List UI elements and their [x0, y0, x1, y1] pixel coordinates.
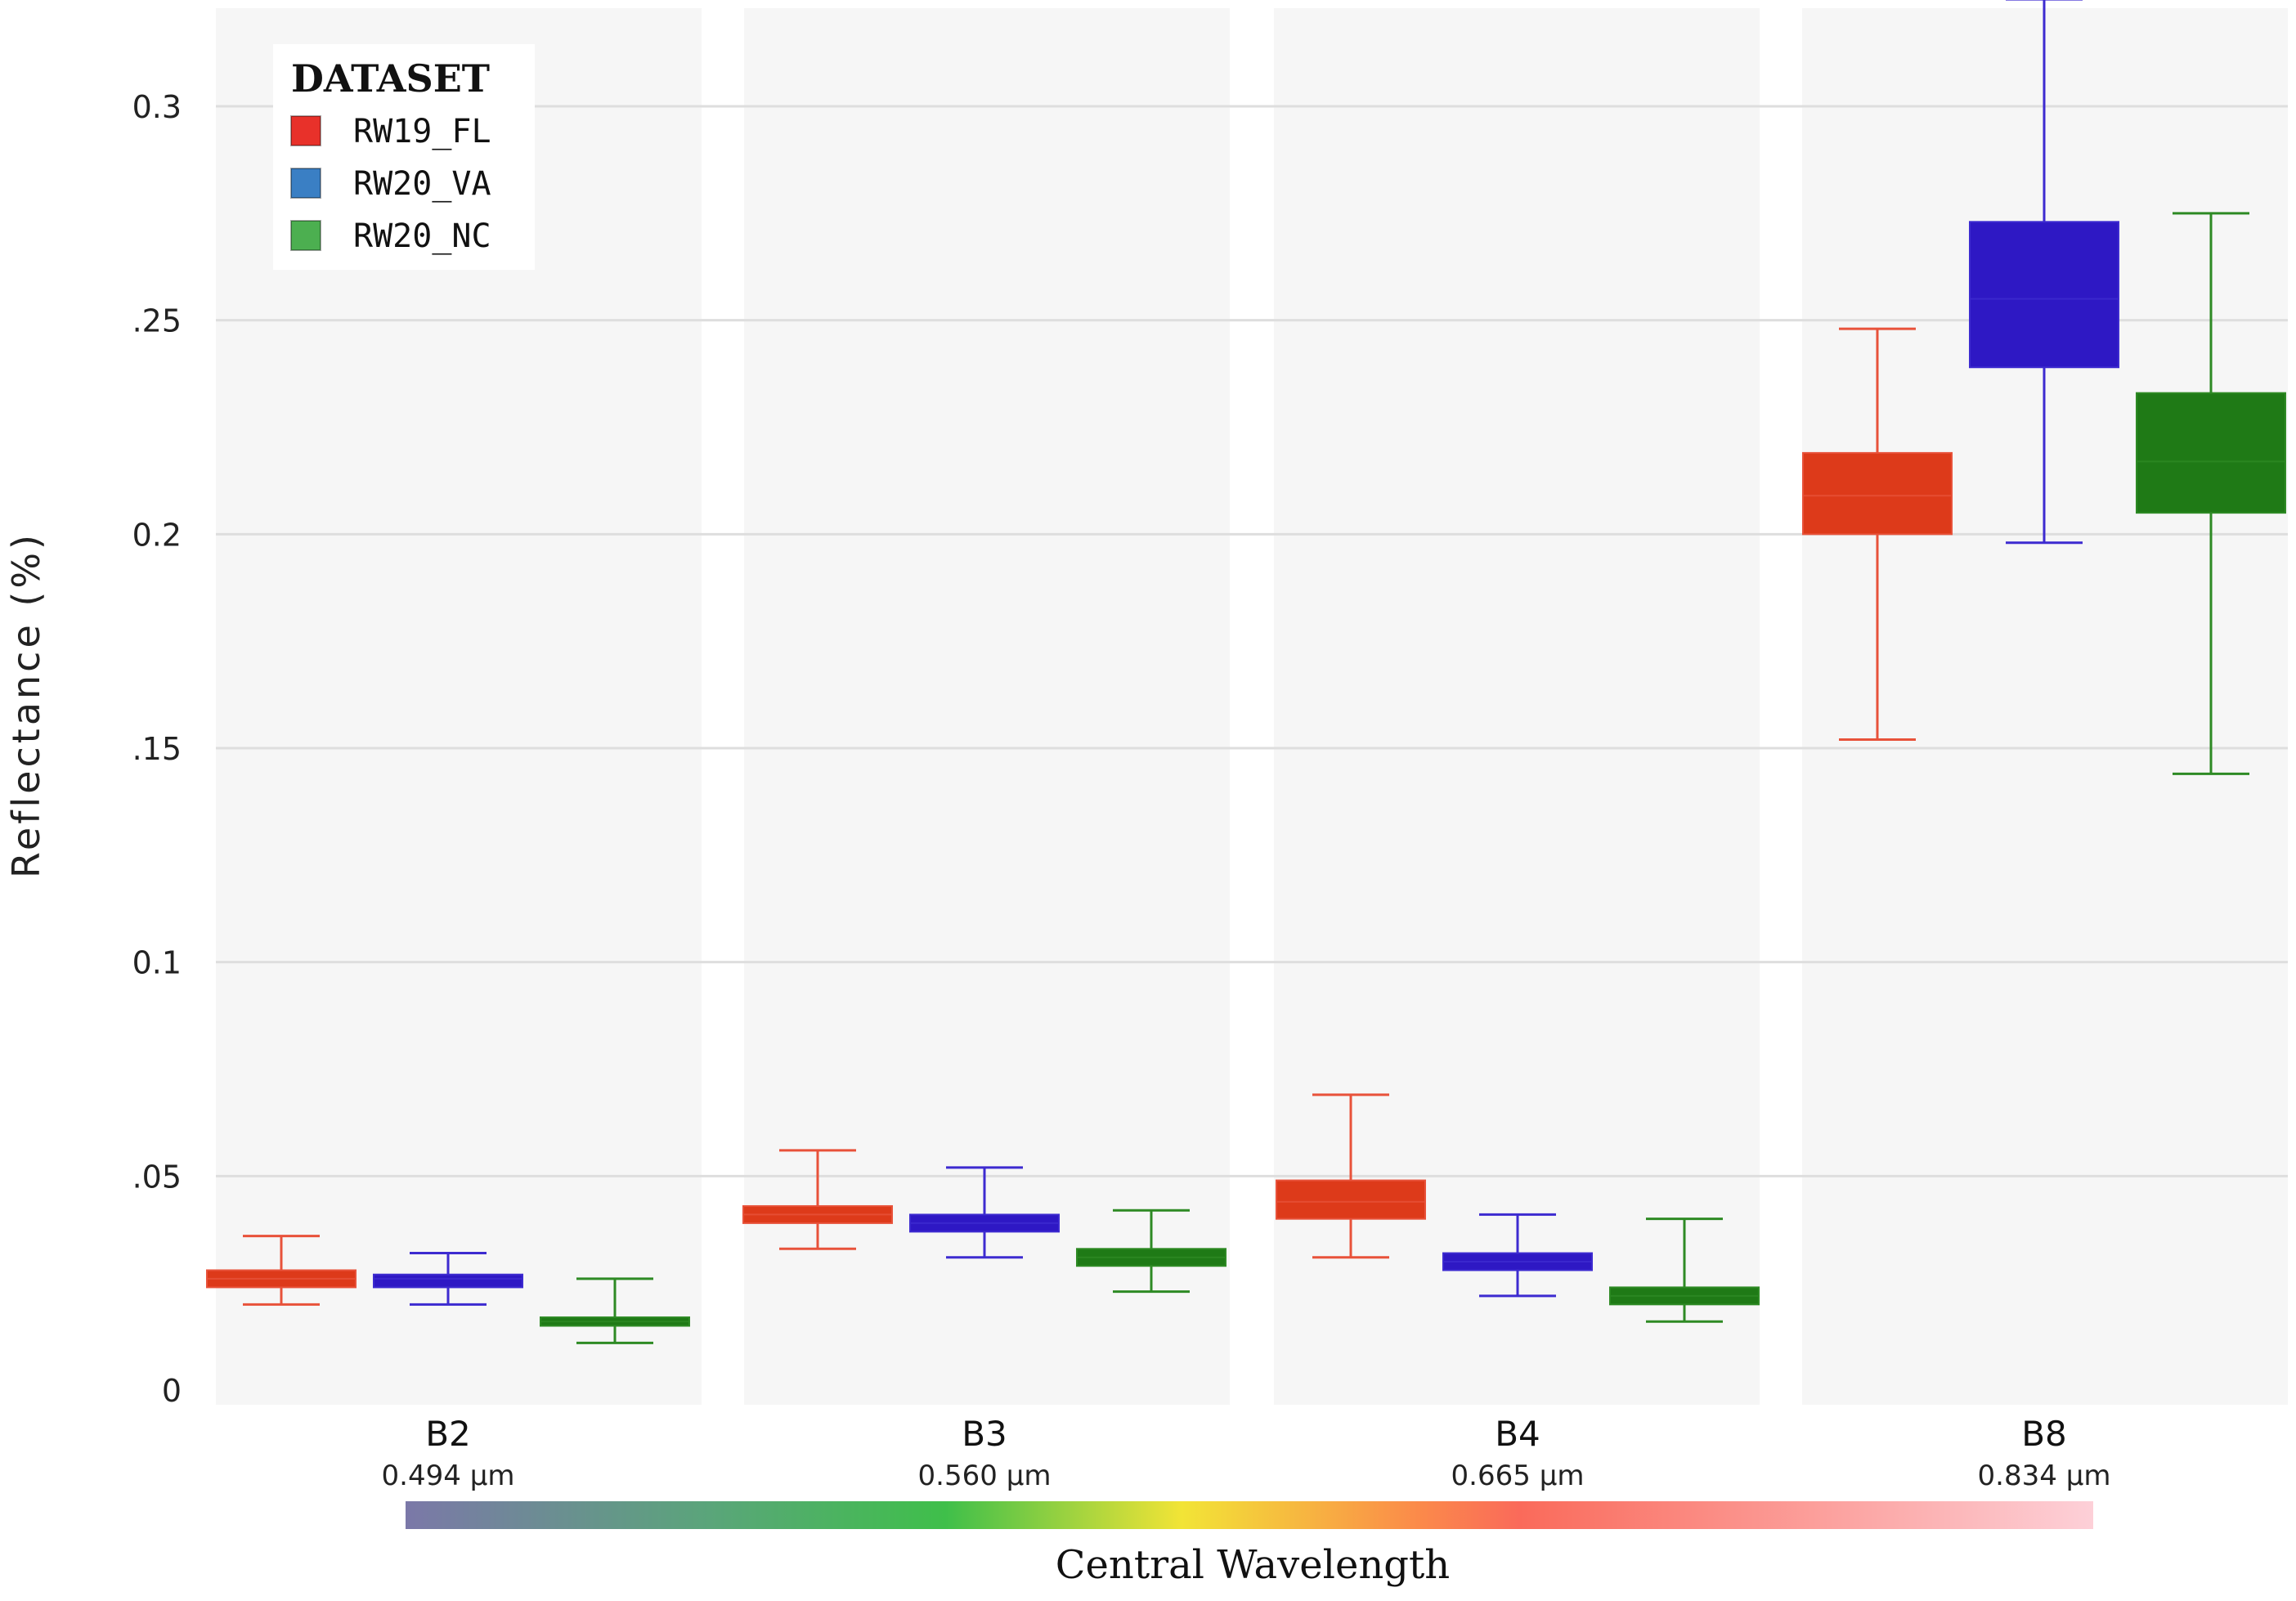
box-RW19_FL-B8 [1802, 327, 1953, 742]
legend: DATASET RW19_FL RW20_VA RW20_NC [273, 44, 535, 270]
box-RW19_FL-B3 [742, 1149, 893, 1250]
y-tick-label: .15 [132, 731, 182, 767]
legend-entry-label: RW20_NC [353, 218, 491, 255]
box-plots [206, 0, 2286, 1344]
legend-entry-label: RW19_FL [353, 113, 491, 150]
legend-swatch [290, 168, 321, 199]
box-RW20_NC-B3 [1076, 1209, 1226, 1294]
box-RW20_VA-B8 [1969, 0, 2119, 545]
x-axis-label: Central Wavelength [1056, 1542, 1450, 1588]
wavelength-label: 0.665 µm [1451, 1460, 1585, 1492]
box-iqr [1276, 1179, 1426, 1220]
box-RW20_NC-B4 [1609, 1218, 1760, 1323]
wavelength-colorbar [406, 1501, 2093, 1529]
x-tick-label: B8 [2021, 1414, 2067, 1454]
wavelength-label: 0.560 µm [918, 1460, 1052, 1492]
wavelength-label: 0.494 µm [382, 1460, 515, 1492]
y-tick-label: 0.1 [132, 945, 182, 981]
box-RW20_VA-B2 [373, 1252, 523, 1306]
y-tick-label: 0.3 [132, 89, 182, 125]
box-RW20_NC-B2 [540, 1277, 690, 1344]
box-iqr [1802, 451, 1953, 536]
box-iqr [1969, 221, 2119, 369]
y-tick-label: 0.2 [132, 517, 182, 553]
y-axis-label: Reflectance (%) [4, 531, 48, 878]
y-tick-label: .25 [132, 303, 182, 339]
legend-entry-label: RW20_VA [353, 165, 491, 203]
y-tick-label: .05 [132, 1159, 182, 1195]
gridlines [216, 105, 2288, 1177]
legend-swatch [290, 220, 321, 251]
axes: 0 .05 0.1 .15 0.2 .25 0.3 B2 0.494 µm B3 0.560 µm B… [132, 89, 2111, 1492]
box-RW20_VA-B4 [1442, 1213, 1593, 1298]
box-RW20_NC-B8 [2136, 212, 2286, 775]
legend-title: DATASET [291, 56, 490, 101]
x-tick-label: B2 [425, 1414, 471, 1454]
box-iqr [373, 1273, 523, 1289]
y-tick-label: 0 [162, 1373, 182, 1409]
box-RW19_FL-B2 [206, 1235, 357, 1306]
wavelength-label: 0.834 µm [1978, 1460, 2111, 1492]
box-iqr [2136, 392, 2286, 514]
x-tick-label: B3 [962, 1414, 1007, 1454]
panel-background [744, 8, 1230, 1405]
box-RW19_FL-B4 [1276, 1093, 1426, 1259]
x-tick-label: B4 [1495, 1414, 1540, 1454]
legend-swatch [290, 115, 321, 146]
panel-background [1274, 8, 1760, 1405]
box-RW20_VA-B3 [909, 1166, 1060, 1259]
